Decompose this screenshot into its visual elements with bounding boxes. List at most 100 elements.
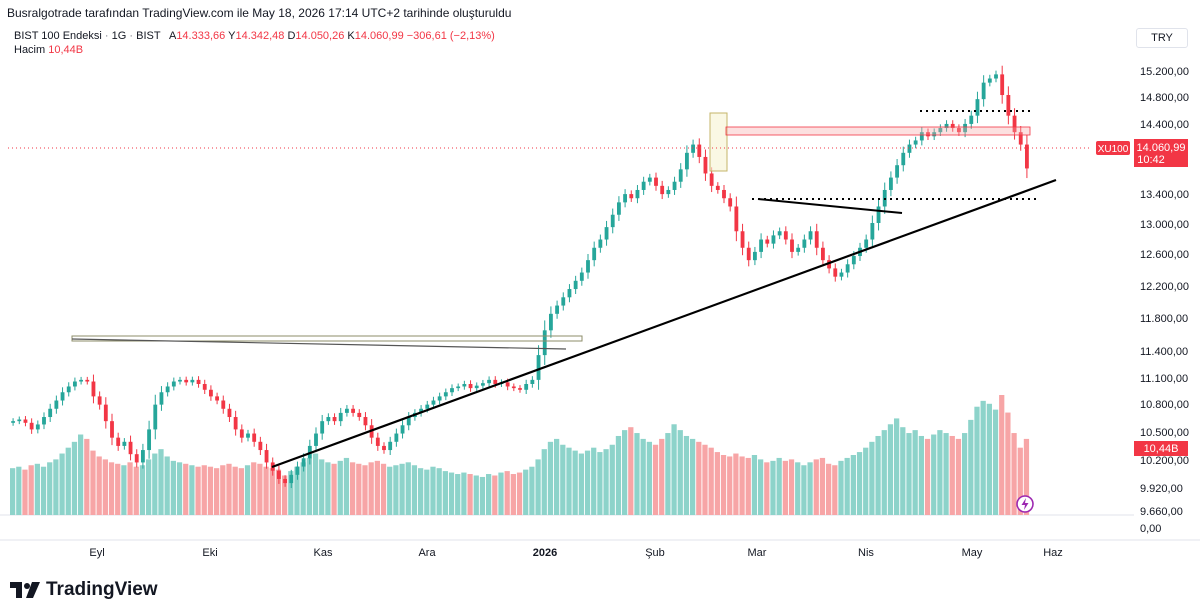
volume-bar bbox=[708, 447, 714, 515]
x-axis-label: Haz bbox=[1043, 547, 1063, 559]
candle-body bbox=[338, 412, 343, 422]
candle-body bbox=[1018, 132, 1023, 145]
candle-body bbox=[888, 177, 893, 190]
trendline[interactable] bbox=[271, 178, 1057, 469]
highlight-box[interactable] bbox=[709, 112, 728, 172]
candle bbox=[697, 138, 702, 164]
candle bbox=[29, 418, 34, 434]
candle-body bbox=[48, 408, 53, 418]
candle-body bbox=[443, 392, 448, 397]
candle-body bbox=[994, 74, 998, 79]
volume-bar bbox=[1017, 447, 1023, 515]
candle bbox=[518, 385, 522, 393]
candle-body bbox=[110, 421, 114, 438]
volume-bar bbox=[745, 457, 751, 515]
volume-bar bbox=[28, 465, 34, 515]
interval-label[interactable]: 1G bbox=[111, 30, 127, 42]
volume-bar bbox=[838, 460, 844, 515]
candle-body bbox=[289, 474, 294, 484]
volume-legend[interactable]: Hacim 10,44B bbox=[14, 44, 83, 56]
candle bbox=[672, 176, 677, 195]
volume-bar bbox=[146, 459, 152, 515]
y-axis-label: 9.920,00 bbox=[1140, 483, 1183, 495]
candle-body bbox=[1000, 74, 1005, 96]
symbol-name[interactable]: BIST 100 Endeksi bbox=[14, 30, 102, 42]
resistance-line[interactable] bbox=[71, 338, 567, 350]
symbol-legend[interactable]: BIST 100 Endeksi · 1G · BIST A14.333,66 … bbox=[14, 30, 495, 42]
candle bbox=[703, 149, 708, 181]
y-axis-label: 14.800,00 bbox=[1140, 92, 1189, 104]
alert-badge[interactable] bbox=[1016, 495, 1034, 513]
candle-body bbox=[140, 450, 145, 463]
candle bbox=[530, 376, 535, 388]
candle-body bbox=[178, 379, 182, 382]
volume-bar bbox=[455, 474, 461, 515]
candle bbox=[647, 173, 652, 186]
candle bbox=[351, 405, 356, 417]
tradingview-logo[interactable]: TradingView bbox=[10, 579, 158, 601]
candle bbox=[221, 395, 226, 414]
candle-body bbox=[610, 214, 615, 228]
candle-body bbox=[536, 355, 541, 380]
candle-body bbox=[647, 177, 652, 182]
volume-bar bbox=[115, 463, 121, 515]
volume-bar bbox=[863, 447, 869, 515]
candle bbox=[678, 163, 683, 188]
candle bbox=[524, 379, 529, 394]
candle bbox=[536, 345, 541, 390]
volume-bar bbox=[801, 465, 807, 515]
volume-bar bbox=[807, 462, 813, 515]
candle bbox=[344, 405, 349, 417]
candle bbox=[635, 185, 640, 204]
candle bbox=[555, 300, 560, 319]
volume-bar bbox=[949, 435, 955, 515]
candle bbox=[23, 416, 28, 427]
zone-rectangle[interactable] bbox=[725, 126, 1031, 136]
candle-body bbox=[771, 235, 776, 244]
candle bbox=[487, 376, 492, 387]
candle-body bbox=[450, 388, 454, 393]
candle bbox=[623, 189, 628, 208]
candle-body bbox=[790, 239, 794, 252]
candle-body bbox=[511, 386, 516, 389]
x-axis-label: Kas bbox=[314, 547, 333, 559]
candle-body bbox=[487, 379, 492, 384]
volume-bar bbox=[696, 441, 702, 515]
volume-bar bbox=[418, 468, 424, 515]
candle bbox=[919, 127, 924, 146]
candle bbox=[227, 403, 232, 422]
volume-bar bbox=[331, 463, 337, 515]
legend-separator: · bbox=[129, 30, 134, 42]
brand-name: TradingView bbox=[46, 579, 158, 600]
volume-bar bbox=[955, 438, 962, 515]
candle bbox=[190, 376, 195, 386]
triangle-line[interactable] bbox=[757, 198, 903, 214]
candle bbox=[1012, 108, 1017, 140]
candle bbox=[654, 172, 658, 191]
candle-body bbox=[555, 305, 560, 314]
volume-bar bbox=[671, 424, 677, 515]
candle bbox=[796, 244, 801, 256]
candle-body bbox=[851, 256, 856, 265]
volume-bar bbox=[158, 449, 164, 515]
resistance-box[interactable] bbox=[71, 335, 583, 342]
currency-button[interactable]: TRY bbox=[1136, 28, 1188, 48]
y-axis-label: 9.660,00 bbox=[1140, 506, 1183, 518]
volume-bar bbox=[900, 427, 906, 515]
volume-bar bbox=[263, 466, 269, 515]
candle bbox=[60, 387, 65, 406]
candle bbox=[140, 443, 145, 469]
candle-body bbox=[326, 417, 331, 422]
candle bbox=[746, 241, 751, 267]
candle bbox=[932, 128, 937, 141]
candle-body bbox=[505, 382, 510, 387]
candle bbox=[820, 241, 825, 267]
candle-body bbox=[697, 144, 702, 157]
candle-body bbox=[97, 396, 102, 405]
candle-body bbox=[122, 441, 127, 446]
candle-body bbox=[573, 280, 578, 290]
volume-bar bbox=[535, 459, 541, 515]
volume-bar bbox=[1011, 433, 1017, 515]
candle-body bbox=[382, 445, 386, 451]
